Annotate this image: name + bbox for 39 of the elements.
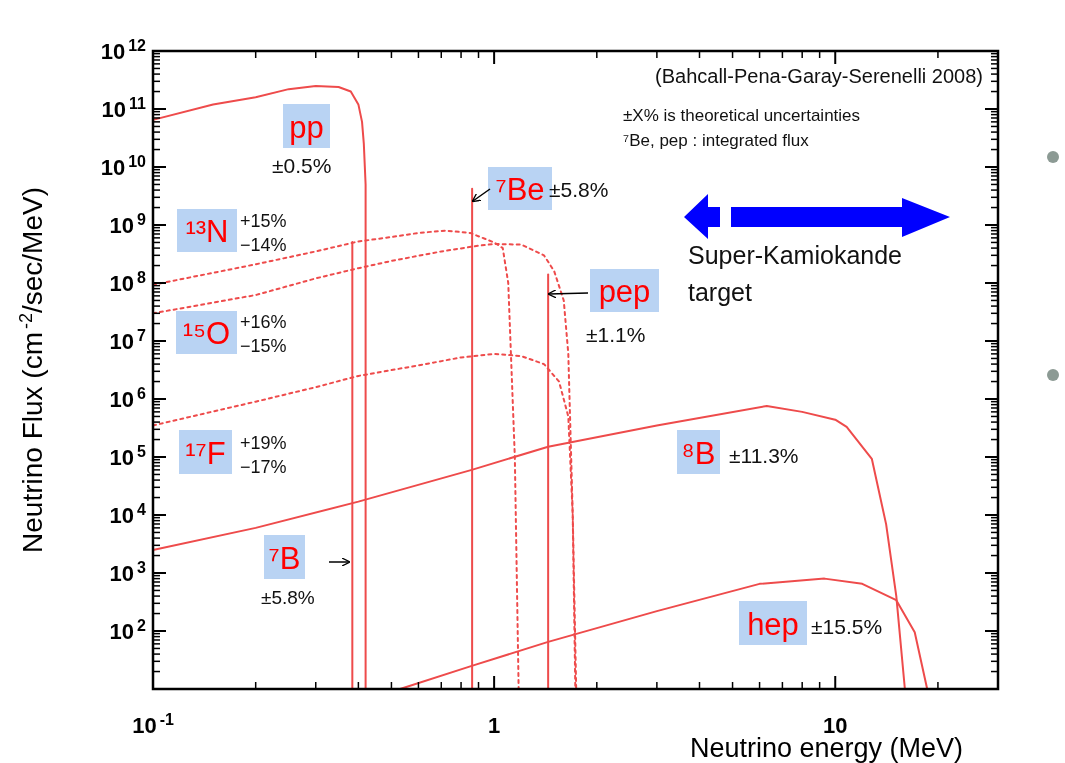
annotation: ±11.3% [729,444,799,467]
y-tick-label: 10$^{6}$ [109,384,147,412]
annotation: target [688,278,752,306]
y-tick-label: 10$^{3}$ [109,558,147,586]
annotation: ⁷Be, pep : integrated flux [623,131,810,150]
annotation: Super-Kamiokande [688,241,903,269]
series-label: ¹⁵O [182,316,231,351]
series-label: ⁷B [268,541,301,576]
y-tick-label: 10$^{2}$ [109,616,147,644]
y-tick-label: 10$^{10}$ [100,152,147,180]
annotation: (Bahcall-Pena-Garay-Serenelli 2008) [655,65,983,87]
annotation: +19% [240,433,287,453]
annotation: ±X% is theoretical uncertainties [623,106,861,125]
series-label: pep [598,274,651,309]
annotation: ±1.1% [586,323,646,346]
series-label: ¹³N [185,214,229,249]
series-label: ¹⁷F [185,436,226,471]
annotation: −14% [240,235,287,255]
y-tick-label: 10$^{9}$ [109,210,147,238]
y-tick-label: 10$^{7}$ [109,326,147,354]
annotation: +15% [240,211,287,231]
annotation: ±5.8% [549,178,609,201]
series-label: hep [747,607,799,642]
x-tick-label: 1 [488,713,501,738]
y-tick-label: 10$^{5}$ [109,442,147,470]
annotation: ±5.8% [261,587,315,608]
series-label: ⁷Be [495,172,545,207]
annotation: ±15.5% [811,615,883,638]
y-tick-label: 10$^{4}$ [109,500,147,528]
y-tick-label: 10$^{8}$ [109,268,147,296]
annotation: −15% [240,336,287,356]
y-tick-label: 10$^{12}$ [100,36,147,64]
x-tick-label: 10$^{-1}$ [132,710,174,738]
series-label: ⁸B [681,436,716,471]
annotation: ±0.5% [272,154,332,177]
annotation: +16% [240,312,287,332]
annotation: −17% [240,457,287,477]
series-label: pp [289,110,324,145]
y-tick-label: 10$^{11}$ [101,94,147,122]
